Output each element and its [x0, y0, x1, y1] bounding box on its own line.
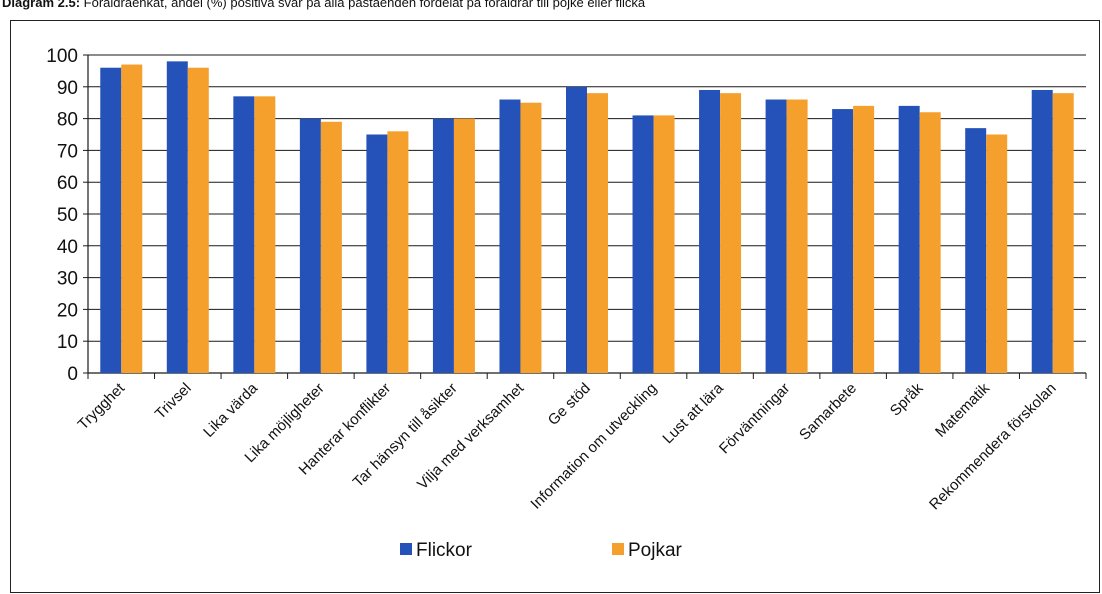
legend-swatch	[400, 543, 412, 555]
legend-swatch	[612, 543, 624, 555]
bar-pojkar	[986, 134, 1008, 373]
bar-pojkar	[1052, 93, 1074, 373]
x-tick-label: Rekommendera förskolan	[926, 380, 1059, 513]
bar-flickor	[1031, 89, 1053, 373]
legend-label: Pojkar	[628, 540, 683, 561]
bar-pojkar	[720, 93, 742, 373]
bar-flickor	[366, 134, 388, 373]
caption-label: Diagram 2.5:	[2, 0, 81, 10]
bar-pojkar	[587, 93, 608, 373]
bar-pojkar	[387, 131, 409, 373]
x-tick-label: Trygghet	[75, 379, 129, 433]
bar-flickor	[166, 61, 188, 374]
y-tick-label: 10	[57, 332, 78, 353]
bar-pojkar	[853, 105, 875, 373]
legend-label: Flickor	[416, 540, 473, 561]
bar-flickor	[100, 67, 122, 373]
bar-pojkar	[320, 121, 342, 373]
bar-pojkar	[520, 102, 542, 373]
bar-flickor	[898, 105, 920, 373]
bar-flickor	[233, 96, 255, 373]
bar-pojkar	[254, 96, 276, 373]
bar-flickor	[965, 128, 987, 373]
bar-flickor	[832, 109, 854, 373]
x-tick-label: Språk	[887, 379, 927, 419]
bar-flickor	[765, 99, 787, 374]
bar-flickor	[699, 89, 721, 373]
bar-pojkar	[453, 118, 475, 373]
x-tick-label: Trivsel	[152, 380, 195, 423]
bar-flickor	[432, 118, 454, 373]
y-tick-label: 80	[57, 110, 78, 131]
chart-caption: Diagram 2.5: Föräldraenkät, andel (%) po…	[2, 0, 1098, 12]
y-tick-label: 90	[57, 78, 78, 99]
bar-flickor	[632, 115, 654, 374]
y-tick-label: 60	[57, 173, 78, 194]
x-tick-label: Information om utveckling	[527, 380, 660, 513]
bar-pojkar	[187, 67, 209, 373]
bar-pojkar	[786, 99, 808, 374]
bar-pojkar	[121, 64, 143, 373]
x-tick-label: Lika värda	[200, 379, 261, 440]
y-tick-label: 100	[46, 46, 78, 67]
bar-flickor	[299, 118, 321, 373]
y-tick-label: 0	[67, 364, 78, 385]
bar-flickor	[566, 86, 587, 374]
x-tick-label: Ge stöd	[545, 380, 594, 429]
x-tick-label: Samarbete	[796, 380, 860, 444]
bar-flickor	[499, 99, 521, 374]
x-tick-label: Lust att lära	[659, 379, 727, 447]
y-tick-label: 70	[57, 141, 78, 162]
chart-frame	[10, 20, 1100, 593]
y-tick-label: 30	[57, 269, 78, 290]
caption-text: Föräldraenkät, andel (%) positiva svar p…	[80, 0, 646, 10]
bar-pojkar	[653, 115, 675, 374]
x-tick-label: Förväntningar	[716, 380, 793, 457]
y-tick-label: 50	[57, 205, 78, 226]
y-tick-label: 20	[57, 300, 78, 321]
y-tick-label: 40	[57, 237, 78, 258]
x-tick-label: Matematik	[932, 379, 993, 440]
bar-pojkar	[919, 112, 941, 374]
